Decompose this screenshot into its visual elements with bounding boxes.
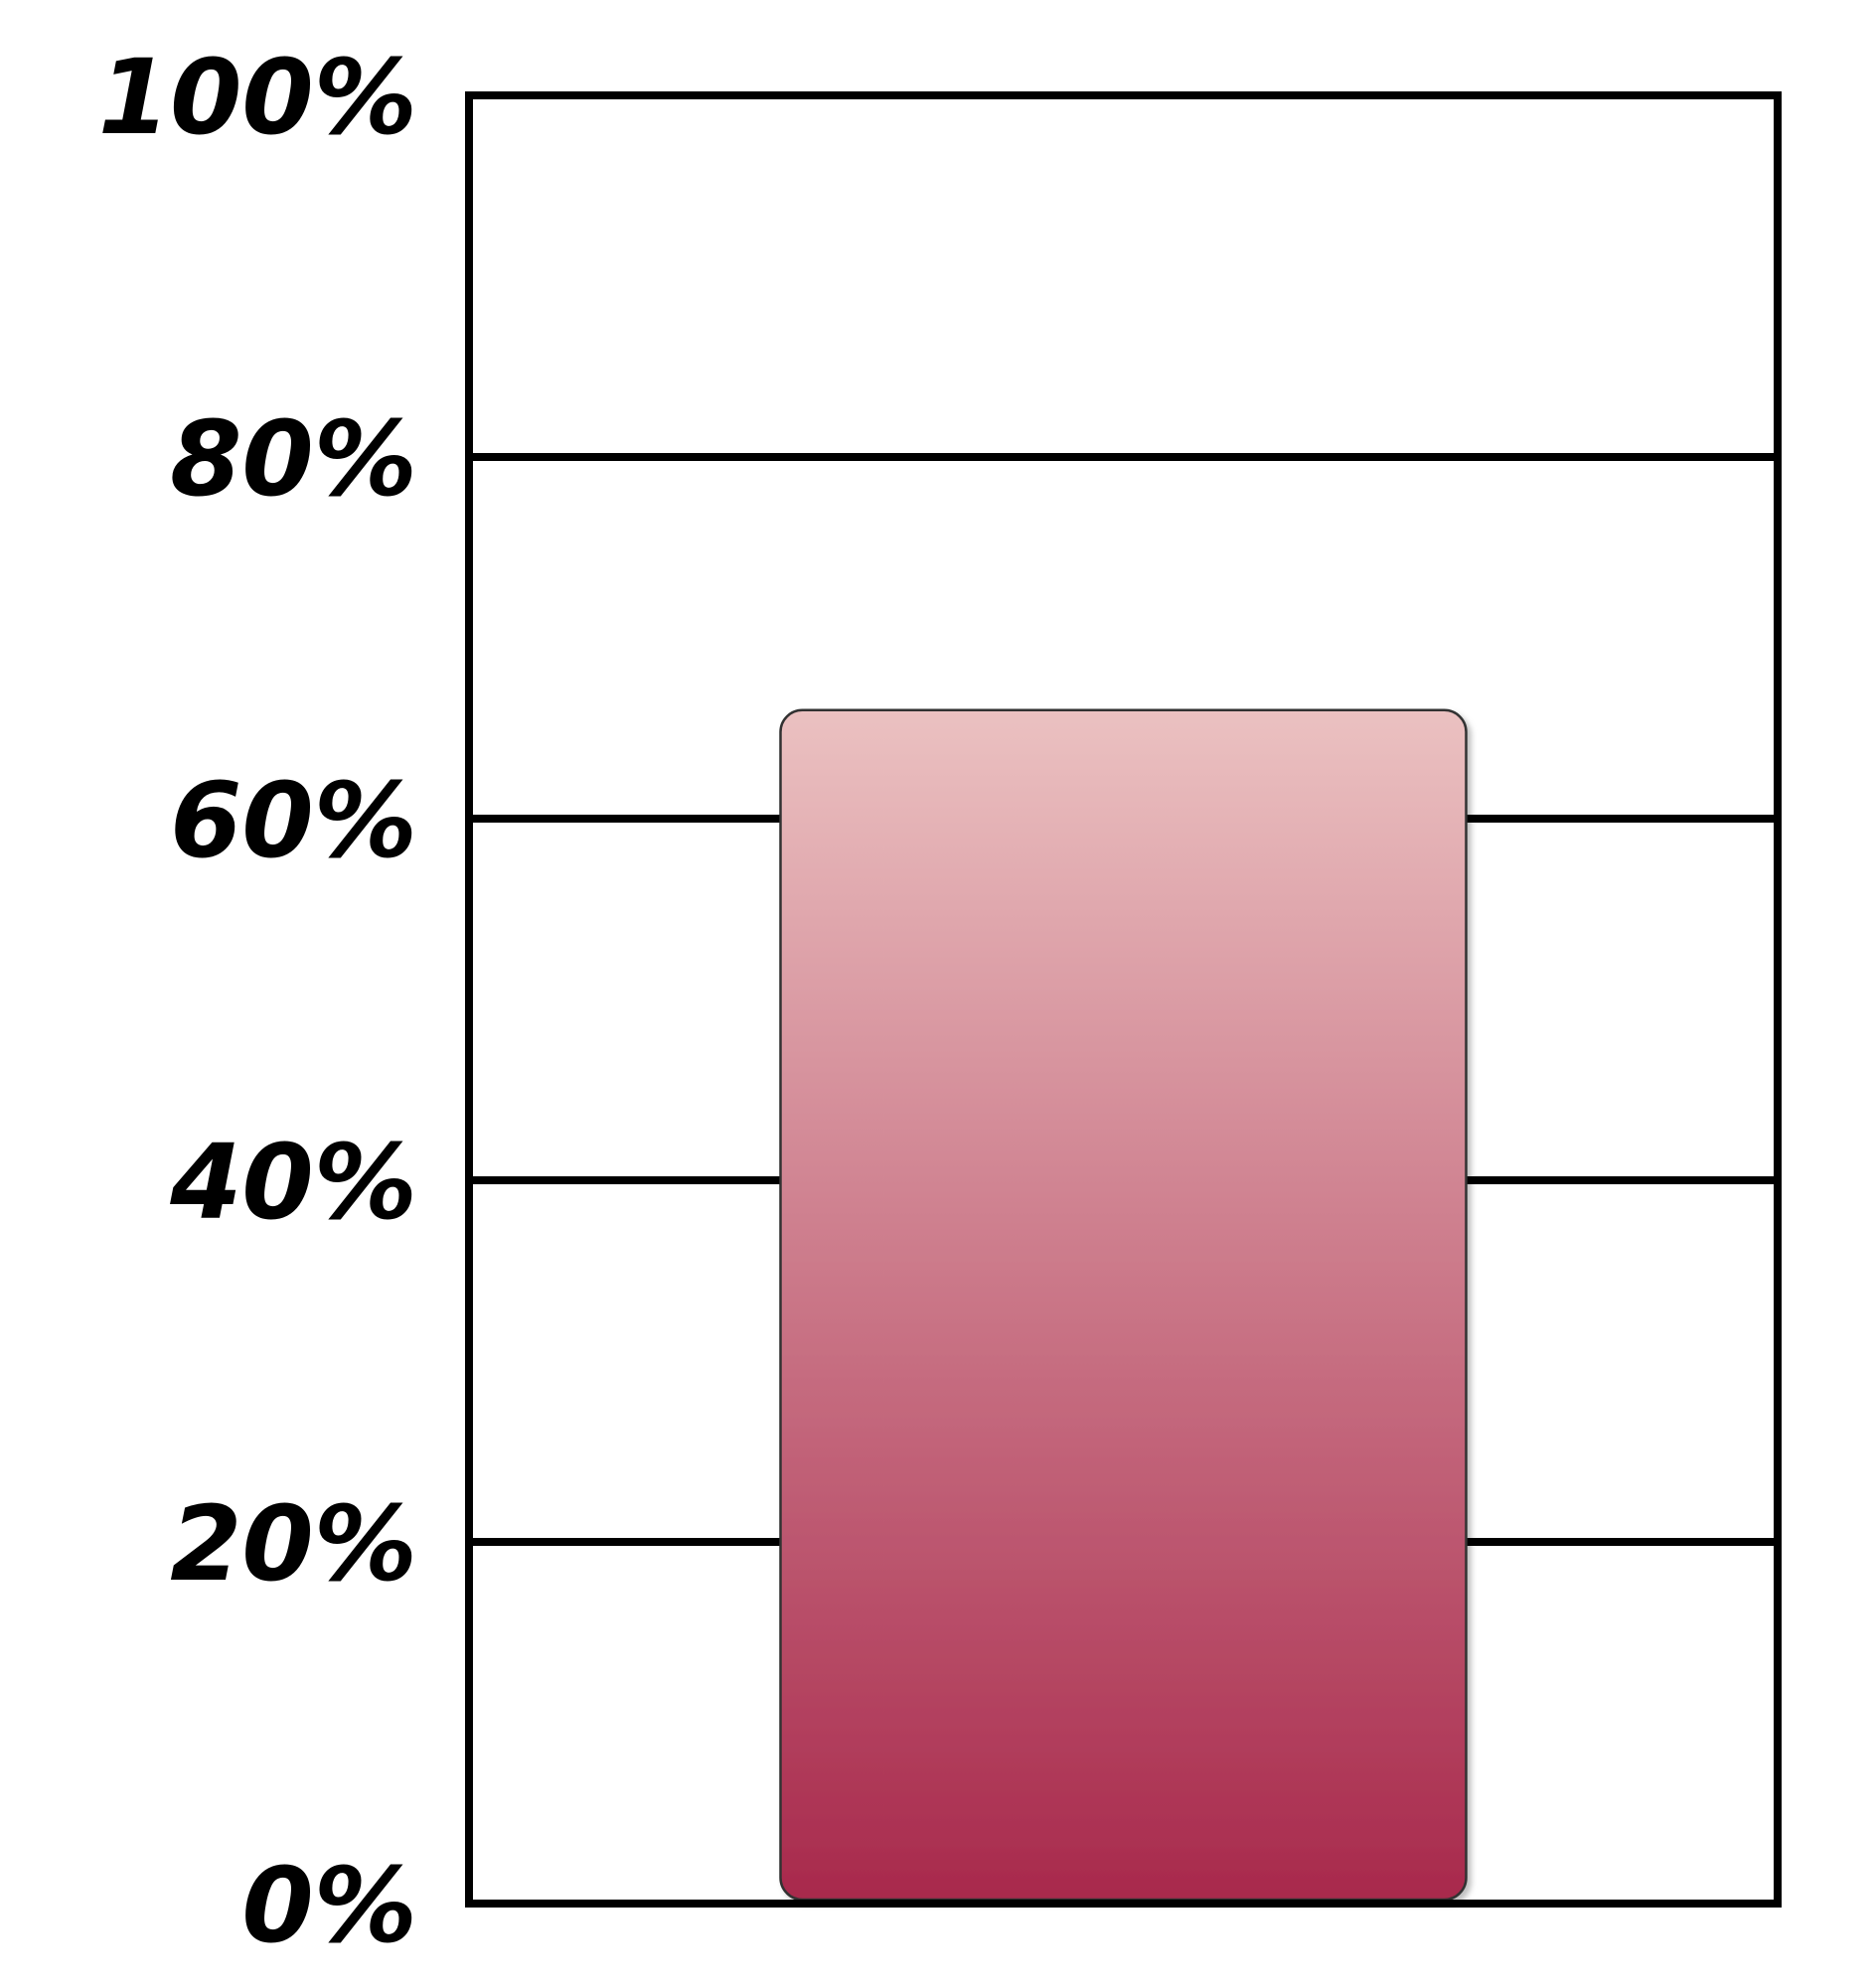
y-tick-label-100: 100% <box>98 37 417 158</box>
plot-border <box>465 91 1782 1908</box>
plot-frame <box>465 91 1782 1908</box>
y-tick-label-60: 60% <box>170 760 417 881</box>
y-axis-tick-labels: 0% 20% 40% 60% 80% 100% <box>98 37 417 1966</box>
y-tick-label-80: 80% <box>170 398 417 520</box>
y-tick-label-0: 0% <box>241 1845 417 1966</box>
y-tick-label-20: 20% <box>170 1483 417 1605</box>
y-tick-label-40: 40% <box>169 1122 417 1243</box>
bars <box>779 708 1468 1902</box>
bar-0 <box>779 708 1468 1902</box>
